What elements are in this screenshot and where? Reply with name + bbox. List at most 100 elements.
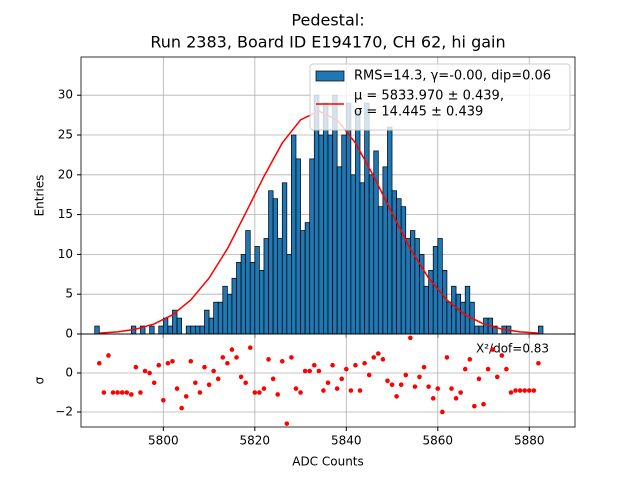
- bar: [387, 126, 393, 335]
- point: [170, 358, 175, 364]
- point: [490, 347, 495, 352]
- bar: [478, 325, 484, 335]
- bar: [442, 269, 448, 335]
- point: [101, 390, 107, 395]
- point: [197, 390, 203, 395]
- bar: [281, 182, 288, 335]
- chart-title: Run 2383, Board ID E194170, CH 62, hi ga…: [150, 33, 505, 52]
- bar: [414, 238, 420, 335]
- bar: [213, 301, 219, 335]
- residual-plot: 5800 5820 5840 5860 5880 −2 0 σ ADC Counts X²/dof…: [33, 333, 575, 469]
- point: [284, 421, 290, 426]
- bar: [474, 325, 480, 335]
- point: [504, 366, 509, 372]
- point: [412, 384, 418, 389]
- point: [225, 360, 230, 366]
- bar: [268, 190, 274, 335]
- y-tick-label: 0: [65, 327, 73, 341]
- y-tick-label: −2: [55, 404, 73, 418]
- bar: [432, 246, 439, 335]
- bar: [272, 198, 279, 335]
- y-axis-label: Entries: [33, 175, 47, 217]
- point: [215, 376, 221, 382]
- bar: [185, 325, 192, 335]
- point: [366, 372, 372, 378]
- point: [417, 374, 422, 380]
- point: [188, 358, 194, 364]
- bar: [231, 277, 237, 335]
- bar: [240, 254, 247, 335]
- y-tick-label: 30: [58, 88, 73, 102]
- bar: [455, 293, 461, 335]
- point: [119, 390, 125, 395]
- point: [453, 396, 459, 401]
- point: [266, 357, 271, 362]
- point: [462, 366, 468, 372]
- point: [142, 368, 148, 374]
- bar: [259, 269, 265, 335]
- point: [476, 376, 482, 382]
- point: [298, 390, 303, 395]
- bar: [300, 230, 306, 335]
- point: [508, 390, 514, 395]
- bar: [464, 285, 471, 335]
- bar: [323, 102, 329, 335]
- point: [362, 360, 367, 366]
- point: [481, 401, 486, 407]
- y-tick-label: 25: [58, 128, 73, 142]
- point: [106, 353, 111, 358]
- bar: [149, 325, 155, 335]
- bar: [295, 158, 301, 335]
- point: [430, 396, 436, 401]
- bar: [391, 190, 397, 335]
- bar: [208, 317, 214, 335]
- bar: [313, 94, 320, 335]
- point: [398, 382, 404, 387]
- bar: [483, 317, 489, 335]
- point: [252, 390, 258, 395]
- x-tick-label: 5880: [514, 434, 545, 448]
- point: [129, 392, 134, 397]
- bar: [400, 206, 407, 335]
- bar: [277, 238, 283, 335]
- point: [371, 355, 377, 360]
- bar: [332, 94, 338, 335]
- x-tick-label: 5820: [240, 434, 271, 448]
- point: [206, 382, 212, 387]
- y-tick-label: 10: [58, 247, 73, 261]
- point: [385, 378, 390, 384]
- bar: [382, 166, 388, 335]
- point: [339, 376, 345, 382]
- point: [513, 388, 518, 393]
- point: [531, 388, 537, 393]
- bar: [167, 325, 173, 335]
- point: [353, 362, 358, 368]
- x-tick-label: 5840: [331, 434, 362, 448]
- point: [234, 355, 239, 360]
- point: [115, 390, 120, 395]
- point: [174, 386, 180, 391]
- point: [110, 390, 116, 395]
- point: [220, 355, 226, 360]
- point: [325, 380, 331, 386]
- point: [211, 368, 216, 374]
- bar: [309, 158, 315, 335]
- y-tick-label: 20: [58, 167, 73, 181]
- bar: [336, 166, 343, 335]
- point: [517, 388, 523, 393]
- point: [357, 388, 363, 393]
- residual-frame: [80, 333, 576, 428]
- bar: [227, 293, 233, 335]
- bar: [538, 325, 544, 335]
- point: [238, 374, 244, 380]
- bar: [204, 309, 210, 335]
- y-tick-label: 5: [65, 287, 73, 301]
- legend-label: RMS=14.3, γ=-0.00, dip=0.06: [354, 69, 551, 84]
- point: [316, 368, 322, 374]
- bar: [222, 285, 228, 335]
- bar: [286, 254, 292, 335]
- point: [311, 362, 317, 368]
- point: [96, 360, 102, 366]
- point: [156, 362, 162, 368]
